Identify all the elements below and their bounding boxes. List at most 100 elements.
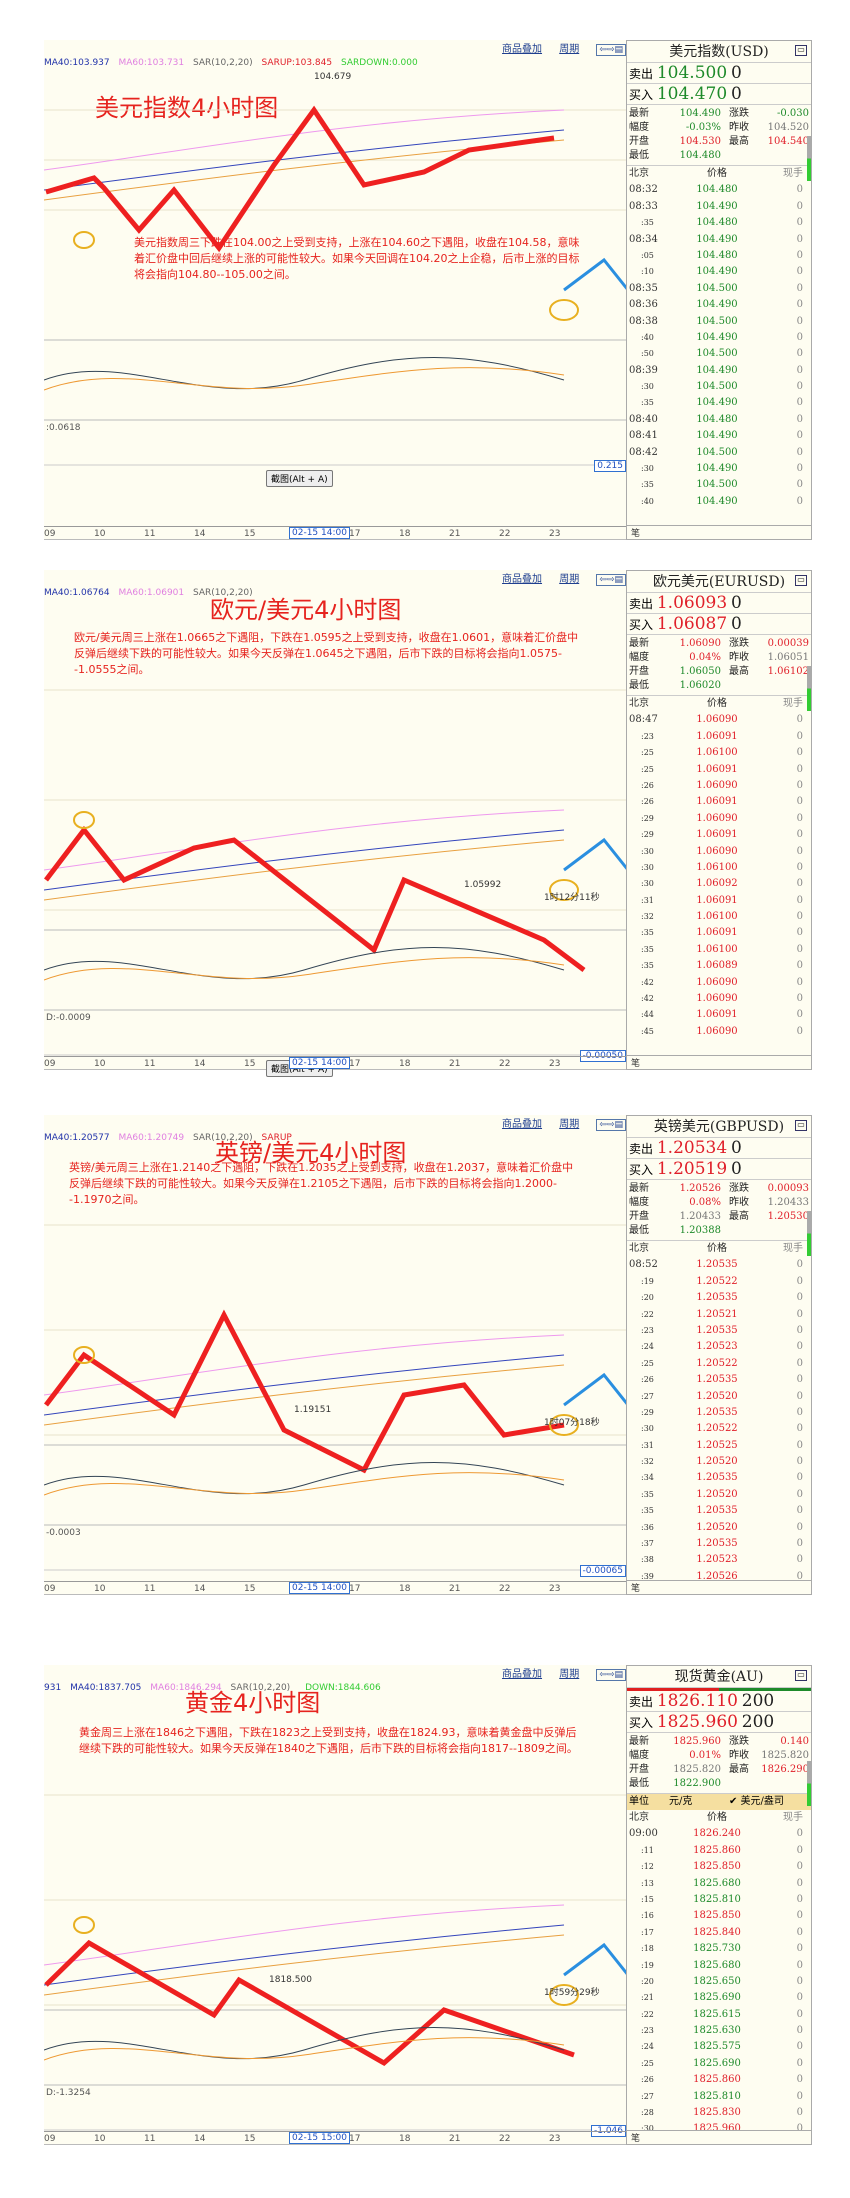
scrollbar[interactable]: [807, 666, 811, 711]
maximize-icon[interactable]: ▭: [795, 1670, 807, 1681]
period-link[interactable]: 周期: [559, 1669, 580, 1680]
tick-price: 104.490: [696, 233, 738, 245]
tick-volume: 0: [796, 1975, 803, 1987]
nav-buttons[interactable]: ⇦⇨▤: [596, 574, 626, 586]
chart-area[interactable]: 商品叠加 周期 ⇦⇨▤ MA40:103.937 MA60:103.731 SA…: [44, 40, 626, 540]
tick-volume: 0: [796, 2041, 803, 2053]
stat-label: 最低: [629, 1225, 649, 1236]
chart-area[interactable]: 商品叠加 周期 ⇦⇨▤ 931 MA40:1837.705 MA60:1846.…: [44, 1665, 626, 2145]
quote-stats: 最新 1.20526 涨跌 0.00093 幅度 0.08% 昨收 1.2043…: [627, 1180, 811, 1241]
chart-panel-gbpusd: 商品叠加 周期 ⇦⇨▤ MA40:1.20577 MA60:1.20749 SA…: [0, 1115, 850, 1595]
tick-price: 1825.850: [693, 1910, 741, 1922]
tick-time: :35: [641, 928, 654, 938]
period-link[interactable]: 周期: [559, 574, 580, 585]
period-link[interactable]: 周期: [559, 1119, 580, 1130]
stat-label: 涨跌: [729, 1736, 749, 1747]
tick-volume: 0: [796, 796, 803, 808]
scrollbar[interactable]: [807, 136, 811, 181]
scrollbar[interactable]: [807, 1211, 811, 1256]
stat-value: 1.06090: [679, 638, 721, 649]
quote-panel: 英镑美元(GBPUSD) ▭ 卖出 1.20534 0 买入 1.20519 0…: [626, 1115, 812, 1595]
maximize-icon[interactable]: ▭: [795, 1120, 807, 1131]
date-tick: 23: [549, 2134, 561, 2144]
tick-row: :32 1.20520 0: [627, 1454, 811, 1470]
nav-buttons[interactable]: ⇦⇨▤: [596, 1119, 626, 1131]
tick-time: :24: [641, 1342, 654, 1352]
date-tick: 11: [144, 1584, 156, 1594]
tick-price: 1825.850: [693, 1861, 741, 1873]
tick-tab[interactable]: 笔: [627, 2130, 811, 2144]
price-chart: [44, 1224, 626, 1571]
tick-price: 1.20535: [696, 1374, 738, 1386]
tick-volume: 0: [796, 249, 803, 261]
tick-time: :29: [641, 813, 654, 823]
stat-label: 昨收: [729, 122, 749, 133]
date-tick: 10: [94, 1584, 106, 1594]
tick-time: :10: [641, 267, 654, 277]
date-axis: 09 10 11 14 15 02-15 14:00 17 18 21 22 23: [44, 526, 626, 540]
date-tick: 21: [449, 1059, 461, 1069]
stat-label: 开盘: [629, 136, 649, 147]
tick-row: 08:33 104.490 0: [627, 199, 811, 215]
stat-row: 开盘 1.06050 最高 1.06102: [629, 665, 809, 679]
date-tick: 17: [349, 1059, 361, 1069]
overlay-link[interactable]: 商品叠加: [502, 1669, 543, 1680]
date-tick[interactable]: 02-15 15:00: [289, 2132, 350, 2144]
date-tick[interactable]: 02-15 14:00: [289, 527, 350, 539]
tick-row: :26 1.06090 0: [627, 778, 811, 794]
period-link[interactable]: 周期: [559, 44, 580, 55]
stat-value: [757, 149, 809, 163]
tick-row: :35 1.20520 0: [627, 1487, 811, 1503]
tick-row: :29 1.20535 0: [627, 1405, 811, 1421]
analysis-text: 欧元/美元周三上涨在1.0665之下遇阻，下跌在1.0595之上受到支持，收盘在…: [74, 631, 579, 676]
buy-label: 买入: [629, 618, 654, 632]
scrollbar[interactable]: [807, 1761, 811, 1806]
date-tick: 17: [349, 529, 361, 539]
sar-params: SAR(10,2,20): [193, 588, 253, 598]
maximize-icon[interactable]: ▭: [795, 45, 807, 56]
tick-row: :19 1.20522 0: [627, 1274, 811, 1290]
overlay-link[interactable]: 商品叠加: [502, 574, 543, 585]
tick-tab[interactable]: 笔: [627, 1055, 811, 1069]
unit-selector[interactable]: 单位 元/克 ✔ 美元/盎司: [627, 1794, 811, 1810]
nav-buttons[interactable]: ⇦⇨▤: [596, 1669, 626, 1681]
overlay-link[interactable]: 商品叠加: [502, 1119, 543, 1130]
tick-price: 1.20520: [696, 1390, 738, 1402]
low-price-label: 1.19151: [294, 1405, 332, 1415]
tick-price: 1.06090: [696, 714, 738, 726]
tick-volume: 0: [796, 348, 803, 360]
tick-tab[interactable]: 笔: [627, 525, 811, 539]
instrument-name: 英镑美元(GBPUSD): [653, 1119, 785, 1135]
tick-volume: 0: [796, 266, 803, 278]
sell-volume: 0: [730, 593, 742, 613]
overlay-link[interactable]: 商品叠加: [502, 44, 543, 55]
tick-volume: 0: [796, 413, 803, 425]
sell-price: 104.500: [656, 63, 728, 83]
unit-option-ounce[interactable]: ✔ 美元/盎司: [729, 1796, 784, 1807]
tick-row: :31 1.06091 0: [627, 893, 811, 909]
nav-buttons[interactable]: ⇦⇨▤: [596, 44, 626, 56]
tick-price: 1.06091: [696, 1009, 738, 1021]
ma60-value: MA60:1.20749: [118, 1133, 185, 1143]
instrument-name: 现货黄金(AU): [674, 1669, 764, 1685]
tick-header-price: 价格: [707, 168, 727, 179]
chart-title: 英镑/美元4小时图: [215, 1139, 407, 1167]
tick-time: :40: [641, 332, 654, 342]
tick-tab[interactable]: 笔: [627, 1580, 811, 1594]
chart-toolbar: 商品叠加 周期 ⇦⇨▤: [488, 1665, 626, 1681]
date-tick: 15: [244, 2134, 256, 2144]
unit-option-gram[interactable]: 元/克: [669, 1796, 693, 1807]
maximize-icon[interactable]: ▭: [795, 575, 807, 586]
tick-time: :19: [641, 1276, 654, 1286]
tick-row: :19 1825.680 0: [627, 1958, 811, 1974]
tick-price: 1825.680: [693, 1959, 741, 1971]
sell-row: 卖出 1.06093 0: [627, 593, 811, 614]
chart-area[interactable]: 商品叠加 周期 ⇦⇨▤ MA40:1.06764 MA60:1.06901 SA…: [44, 570, 626, 1077]
date-tick[interactable]: 02-15 14:00: [289, 1057, 350, 1069]
stat-value: -0.03%: [685, 122, 721, 133]
date-tick[interactable]: 02-15 14:00: [289, 1582, 350, 1594]
chart-toolbar: 商品叠加 周期 ⇦⇨▤: [488, 570, 626, 586]
date-tick: 09: [44, 1059, 56, 1069]
tick-time: 08:33: [629, 200, 658, 212]
chart-area[interactable]: 商品叠加 周期 ⇦⇨▤ MA40:1.20577 MA60:1.20749 SA…: [44, 1115, 626, 1595]
